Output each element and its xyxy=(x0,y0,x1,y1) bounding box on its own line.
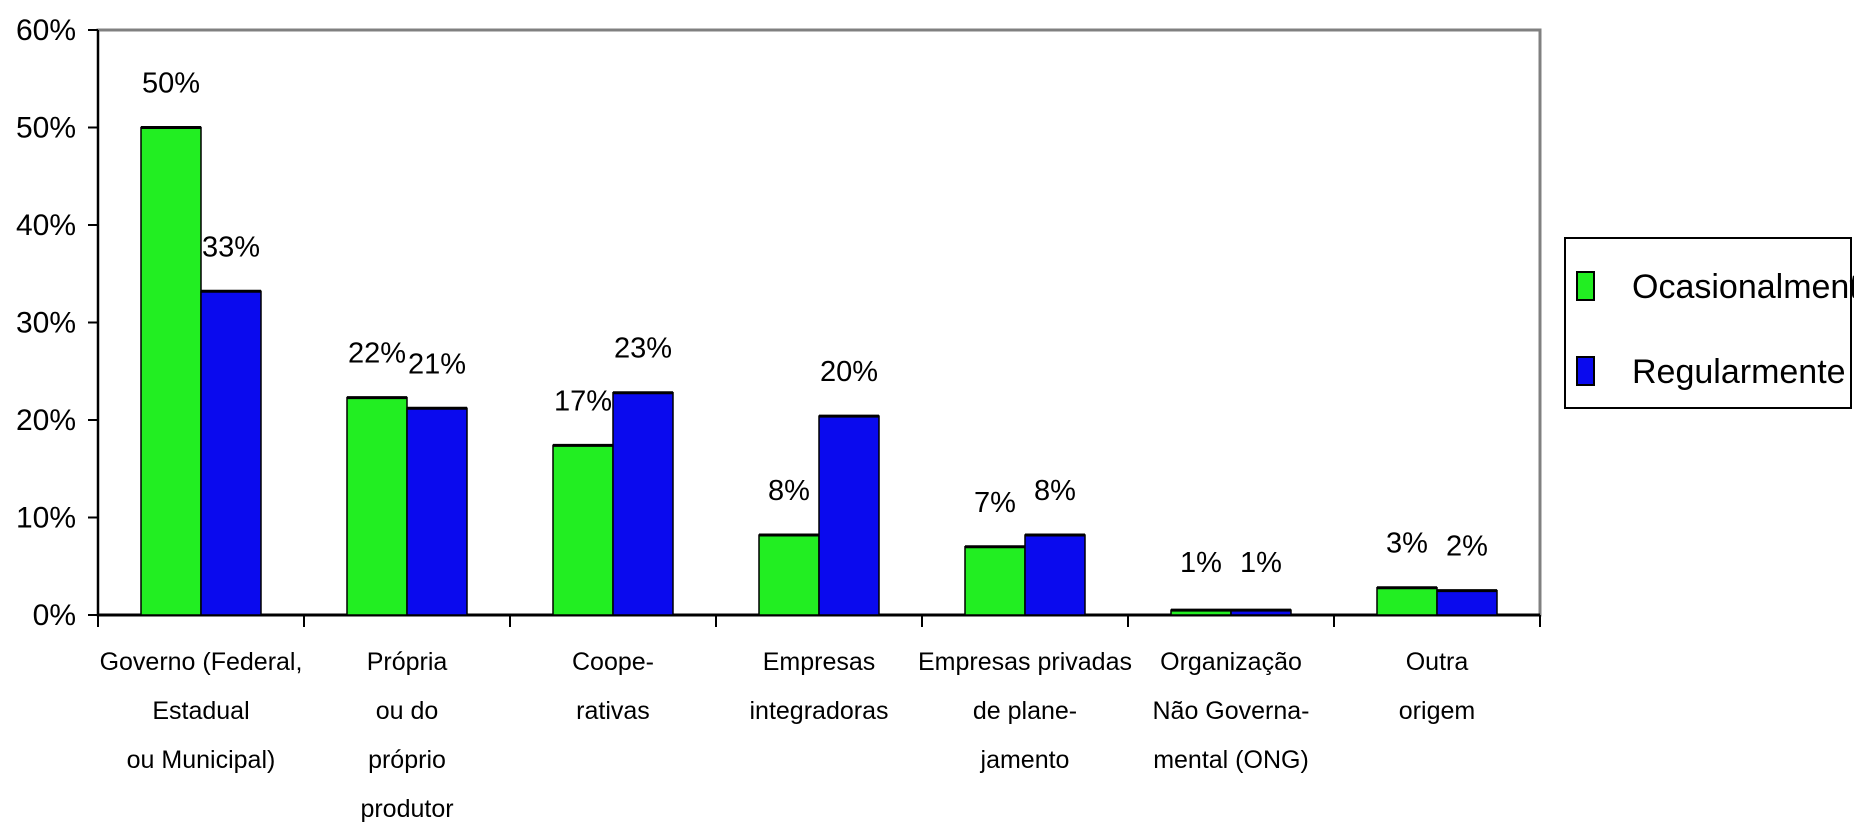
y-tick-label: 0% xyxy=(33,599,76,632)
data-label: 33% xyxy=(202,231,260,263)
data-label: 8% xyxy=(768,475,810,507)
bar-ocasionalmente xyxy=(140,126,202,616)
x-category-label-line: rativas xyxy=(576,697,650,725)
x-category-label-line: Outra xyxy=(1406,648,1469,676)
data-label: 23% xyxy=(614,333,672,365)
data-label: 50% xyxy=(142,68,200,100)
bar-ocasionalmente xyxy=(964,546,1026,616)
x-category-label-line: próprio xyxy=(368,746,446,774)
x-category-label-line: integradoras xyxy=(750,697,889,725)
data-label: 7% xyxy=(974,487,1016,519)
data-label: 1% xyxy=(1180,547,1222,579)
x-category-label: Empresas privadas de plane-jamento xyxy=(918,648,1132,774)
y-tick-label: 10% xyxy=(16,502,76,535)
x-category-label-line: Empresas privadas xyxy=(918,648,1132,676)
data-label: 8% xyxy=(1034,475,1076,507)
data-label: 2% xyxy=(1446,531,1488,563)
bar-regularmente xyxy=(1436,589,1498,616)
y-tick-label: 60% xyxy=(16,14,76,47)
x-category-label: Organização Não Governa-mental (ONG) xyxy=(1152,648,1309,774)
x-category-label: Governo (Federal, Estadual ou Municipal) xyxy=(100,648,303,774)
x-category-label-line: Não Governa- xyxy=(1152,697,1309,725)
bar-ocasionalmente xyxy=(552,444,614,616)
x-category-label-line: Organização xyxy=(1160,648,1302,676)
y-tick-label: 30% xyxy=(16,307,76,340)
y-tick-label: 50% xyxy=(16,112,76,145)
x-category-label-line: mental (ONG) xyxy=(1153,746,1309,774)
y-axis: 0% 10% 20% 30% 40% 50% 60% xyxy=(16,14,99,632)
bar-ocasionalmente xyxy=(1376,586,1438,616)
x-category-label-line: origem xyxy=(1399,697,1475,725)
x-category-label-line: Governo (Federal, xyxy=(100,648,303,676)
bar-ocasionalmente xyxy=(758,534,820,616)
x-category-label-line: Coope- xyxy=(572,648,654,676)
y-tick-label: 40% xyxy=(16,209,76,242)
data-label: 22% xyxy=(348,338,406,370)
x-category-label: Outra origem xyxy=(1399,648,1475,725)
data-labels: 50% 33% 22% 21% 17%23% 8% 20% 7% 8% 1% 1% 3% 2% xyxy=(142,68,1488,580)
data-label: 20% xyxy=(820,356,878,388)
x-category-label-line: jamento xyxy=(980,746,1070,774)
bar-regularmente xyxy=(612,391,674,616)
bar-regularmente xyxy=(1024,534,1086,616)
legend-swatch-ocasionalmente xyxy=(1576,271,1595,301)
x-category-label-line: Estadual xyxy=(152,697,249,725)
legend-label-regularmente: Regularmente xyxy=(1632,353,1846,391)
legend-label-ocasionalmente: Ocasionalmente xyxy=(1632,268,1854,306)
bar-regularmente xyxy=(406,407,468,616)
bar-regularmente xyxy=(200,290,262,616)
x-category-label-line: ou Municipal) xyxy=(127,746,276,774)
x-category-label: Coope-rativas xyxy=(572,648,654,725)
data-label: 21% xyxy=(408,348,466,380)
bars xyxy=(140,126,1498,616)
data-label: 1% xyxy=(1240,547,1282,579)
legend-box xyxy=(1564,237,1852,409)
x-category-label: Própria ou do próprio produtor xyxy=(360,648,453,823)
bar-regularmente xyxy=(818,415,880,616)
bar-ocasionalmente xyxy=(346,396,408,616)
x-axis: Governo (Federal, Estadual ou Municipal) Pr… xyxy=(97,613,1541,823)
legend-swatch-regularmente xyxy=(1576,356,1595,386)
x-category-label-line: ou do xyxy=(376,697,439,725)
legend: Ocasionalmente Regularmente xyxy=(1564,237,1854,409)
data-label: 3% xyxy=(1386,528,1428,560)
x-category-label-line: Própria xyxy=(367,648,448,676)
x-category-label-line: de plane- xyxy=(973,697,1077,725)
x-category-label: Empresas integradoras xyxy=(750,648,889,725)
y-tick-label: 20% xyxy=(16,404,76,437)
x-category-label-line: Empresas xyxy=(763,648,876,676)
data-label: 17% xyxy=(554,385,612,417)
x-category-label-line: produtor xyxy=(360,795,453,823)
